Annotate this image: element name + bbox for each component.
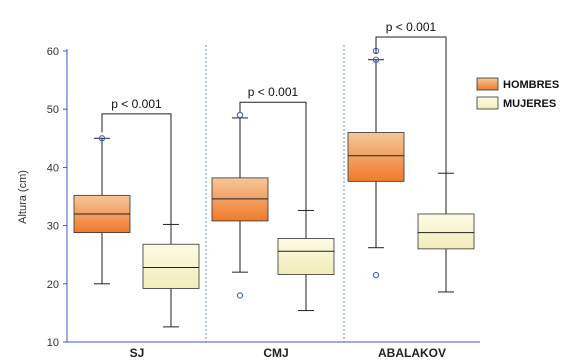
iqr-box	[417, 213, 475, 250]
hombres-box-cmj	[211, 111, 269, 299]
annotation-cmj: p < 0.001	[239, 85, 307, 233]
legend-label: HOMBRES	[503, 79, 559, 91]
category-separators	[205, 45, 345, 342]
x-category-label: CMJ	[263, 346, 288, 360]
boxes	[73, 47, 475, 328]
outlier-point	[98, 135, 106, 142]
legend-swatch	[476, 77, 499, 91]
mujeres-box-sj	[142, 223, 200, 328]
y-tick-label: 40	[47, 162, 59, 174]
outlier-point	[236, 292, 244, 299]
annotation-sj: p < 0.001	[101, 97, 172, 239]
legend-label: MUJERES	[503, 98, 556, 110]
x-category-label: SJ	[130, 346, 145, 360]
p-value-label: p < 0.001	[386, 20, 437, 34]
p-value-label: p < 0.001	[111, 97, 162, 111]
iqr-box	[347, 132, 405, 182]
x-category-label: ABALAKOV	[378, 346, 446, 360]
y-axis-label: Altura (cm)	[17, 170, 29, 224]
axes: 10 20 30 40 50 60 SJ CMJ ABALAKOV	[47, 46, 480, 360]
outlier-point	[372, 271, 380, 279]
legend-item-mujeres: MUJERES	[476, 96, 556, 110]
iqr-box	[142, 243, 200, 289]
outlier-point	[236, 111, 244, 119]
y-tick-label: 20	[47, 279, 59, 291]
outlier-point	[372, 56, 380, 63]
annotation-abalakov: p < 0.001	[375, 20, 447, 208]
legend-swatch	[476, 96, 499, 110]
mujeres-box-abalakov	[417, 172, 475, 293]
y-tick-label: 30	[47, 221, 59, 233]
iqr-box	[211, 177, 269, 222]
significance-annotations: p < 0.001 p < 0.001 p < 0.001	[101, 20, 447, 239]
legend: HOMBRES MUJERES	[476, 77, 559, 110]
p-value-label: p < 0.001	[248, 85, 299, 99]
y-tick-label: 50	[47, 104, 59, 116]
y-tick-label: 10	[47, 337, 59, 349]
y-tick-label: 60	[47, 46, 59, 58]
significance-bracket	[101, 113, 172, 239]
hombres-box-abalakov	[347, 47, 405, 279]
significance-bracket	[375, 36, 447, 208]
iqr-box	[277, 238, 335, 275]
hombres-box-sj	[73, 135, 131, 285]
legend-item-hombres: HOMBRES	[476, 77, 559, 91]
significance-bracket	[239, 101, 307, 233]
